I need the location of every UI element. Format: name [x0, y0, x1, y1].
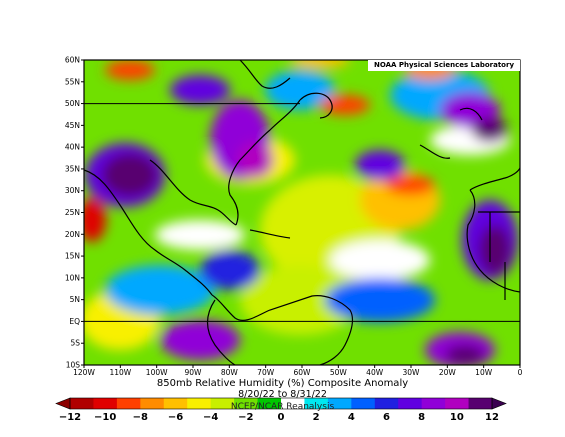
lon-label: 20W: [439, 368, 457, 377]
colorbar-label: 6: [383, 412, 390, 423]
lat-label: 20N: [65, 230, 80, 239]
map-title: 850mb Relative Humidity (%) Composite An…: [156, 378, 409, 389]
colorbar-label: 8: [418, 412, 425, 423]
lon-label: 40W: [366, 368, 384, 377]
lab-credit: NOAA Physical Sciences Laboratory: [368, 60, 520, 71]
colorbar-swatch: [327, 398, 352, 409]
colorbar-swatch: [70, 398, 94, 409]
colorbar-swatch: [210, 398, 235, 409]
lon-label: 60W: [294, 368, 312, 377]
colorbar-label: 4: [348, 412, 355, 423]
lat-label: 5N: [70, 295, 80, 304]
colorbar-label: −2: [238, 412, 253, 423]
colorbar-swatch: [351, 398, 376, 409]
colorbar-label: 12: [485, 412, 499, 423]
lat-label: EQ: [69, 317, 80, 326]
lon-label: 10W: [475, 368, 493, 377]
colorbar-swatch: [374, 398, 399, 409]
colorbar-label: 0: [278, 412, 285, 423]
colorbar-swatch: [140, 398, 165, 409]
colorbar-swatch: [281, 398, 305, 409]
lon-label: 80W: [221, 368, 239, 377]
colorbar-label: −8: [133, 412, 148, 423]
colorbar-label: 10: [450, 412, 464, 423]
colorbar-swatch: [163, 398, 188, 409]
colorbar-label: −12: [59, 412, 81, 423]
colorbar-label: −6: [168, 412, 183, 423]
colorbar-swatch: [398, 398, 423, 409]
lat-label: 25N: [65, 208, 80, 217]
colorbar-swatch: [445, 398, 470, 409]
lat-label: 50N: [65, 99, 80, 108]
lat-label: 10N: [65, 273, 80, 282]
coastlines: [84, 60, 520, 365]
lon-label: 70W: [257, 368, 275, 377]
lon-label: 50W: [330, 368, 348, 377]
lon-label: 0: [518, 368, 523, 377]
lat-label: 40N: [65, 143, 80, 152]
lat-label: 5S: [70, 339, 80, 348]
colorbar-frame: [69, 397, 493, 410]
lon-label: 120W: [73, 368, 95, 377]
lat-label: 30N: [65, 186, 80, 195]
colorbar-swatch: [187, 398, 212, 409]
lat-label: 35N: [65, 164, 80, 173]
colorbar: −12 −10 −8 −6 −4 −2 0 2 4 6 8 10 12: [55, 397, 507, 423]
colorbar-swatch: [234, 398, 259, 409]
lon-label: 100W: [146, 368, 168, 377]
lat-label: 55N: [65, 77, 80, 86]
lat-label: 60N: [65, 56, 80, 65]
lat-label: 15N: [65, 252, 80, 261]
colorbar-swatch: [93, 398, 118, 409]
colorbar-label: −10: [94, 412, 116, 423]
colorbar-swatch: [116, 398, 141, 409]
lon-label: 110W: [109, 368, 131, 377]
date-range: 8/20/22 to 8/31/22: [238, 389, 327, 400]
colorbar-swatch: [304, 398, 329, 409]
colorbar-label: −4: [203, 412, 218, 423]
lat-label: 45N: [65, 121, 80, 130]
colorbar-swatch: [468, 398, 493, 409]
lon-label: 30W: [403, 368, 421, 377]
anomaly-field: [84, 60, 520, 365]
colorbar-swatch: [421, 398, 446, 409]
data-source: NCEP/NCAR Reanalysis: [230, 402, 335, 412]
lat-label: 10S: [66, 361, 81, 370]
lon-label: 90W: [185, 368, 203, 377]
lat-axis: 60N 55N 50N 45N 40N 35N 30N 25N 20N 15N 10N 5N EQ 5S 1…: [65, 56, 84, 370]
colorbar-label: 2: [313, 412, 320, 423]
colorbar-swatch: [257, 398, 282, 409]
lon-axis: 120W 110W 100W 90W 80W 70W 60W 50W 40W 30W 20W 10W 0: [73, 365, 523, 377]
